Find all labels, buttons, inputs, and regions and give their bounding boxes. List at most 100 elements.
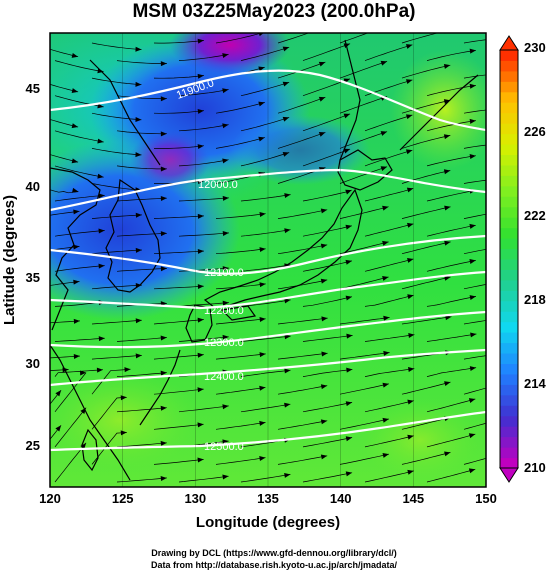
- colorbar-cell: [500, 196, 518, 208]
- wind-arrow: [407, 258, 414, 263]
- wind-arrow: [469, 223, 476, 229]
- colorbar-cell: [500, 185, 518, 197]
- wind-arrow: [135, 247, 142, 253]
- streamline: [277, 455, 328, 465]
- streamline: [401, 99, 451, 114]
- streamline: [426, 333, 477, 342]
- streamline: [50, 210, 80, 216]
- streamline: [240, 46, 290, 61]
- streamline: [426, 224, 476, 237]
- wind-arrow: [222, 88, 229, 94]
- wind-arrow: [318, 132, 326, 137]
- wind-arrow: [284, 298, 291, 304]
- streamline: [463, 144, 486, 149]
- wind-arrow: [469, 366, 477, 372]
- wind-arrow: [444, 451, 451, 457]
- wind-arrow: [382, 240, 389, 246]
- streamline: [54, 369, 104, 377]
- wind-arrow: [73, 353, 80, 359]
- map-title: MSM 03Z25May2023 (200.0hPa): [132, 1, 416, 22]
- streamline: [215, 33, 263, 44]
- wind-arrow: [405, 114, 413, 120]
- wind-arrow: [321, 316, 328, 322]
- wind-arrow: [282, 151, 290, 157]
- wind-arrow: [160, 266, 167, 272]
- streamline: [426, 398, 476, 413]
- wind-arrow: [97, 103, 104, 109]
- wind-arrow: [197, 108, 204, 114]
- colorbar-label: 222: [524, 208, 546, 223]
- y-tick-label: 35: [26, 270, 40, 285]
- wind-arrow: [284, 334, 291, 340]
- wind-arrow: [135, 46, 142, 52]
- streamline: [153, 285, 204, 290]
- streamline: [364, 223, 414, 237]
- wind-arrow: [135, 212, 142, 218]
- wind-arrow: [443, 63, 451, 69]
- streamline: [116, 60, 167, 64]
- streamline: [91, 214, 142, 219]
- wind-arrow: [160, 440, 167, 446]
- wind-arrow: [407, 222, 414, 228]
- streamline: [91, 77, 142, 86]
- streamline: [240, 474, 291, 483]
- streamline: [54, 265, 105, 272]
- wind-arrow: [259, 211, 266, 217]
- streamline: [91, 249, 142, 255]
- streamline: [339, 241, 389, 255]
- wind-arrow: [197, 248, 204, 254]
- streamline: [50, 369, 69, 371]
- colorbar-max-arrow: [499, 35, 519, 51]
- streamline: [426, 120, 476, 132]
- wind-arrow: [407, 294, 414, 300]
- wind-arrow: [197, 422, 204, 428]
- x-tick-label: 145: [402, 491, 424, 506]
- streamline: [54, 230, 105, 237]
- wind-arrow: [530, 432, 536, 437]
- streamline: [302, 368, 353, 377]
- wind-arrow: [97, 138, 104, 144]
- streamline: [116, 268, 167, 272]
- streamline: [91, 112, 142, 121]
- wind-arrow: [197, 284, 204, 290]
- wind-arrow: [197, 387, 204, 393]
- streamline: [91, 148, 142, 156]
- wind-arrow: [380, 166, 388, 171]
- wind-arrow: [443, 169, 451, 175]
- wind-arrow: [135, 116, 142, 122]
- wind-arrow: [135, 318, 142, 324]
- streamline: [178, 405, 229, 413]
- wind-arrow: [120, 395, 127, 401]
- streamline: [240, 194, 291, 202]
- streamline: [91, 396, 127, 430]
- wind-arrow: [71, 88, 79, 93]
- streamline: [463, 109, 486, 114]
- wind-arrow: [259, 247, 266, 253]
- x-tick-label: 125: [112, 491, 134, 506]
- wind-arrow: [319, 27, 325, 32]
- colorbar-scale: [500, 50, 518, 469]
- streamline: [54, 165, 104, 178]
- wind-arrow: [380, 131, 388, 136]
- streamline: [339, 383, 389, 395]
- wind-arrow: [79, 370, 87, 376]
- streamline: [178, 302, 229, 307]
- streamline: [364, 368, 415, 377]
- colorbar-label: 218: [524, 292, 546, 307]
- wind-arrow: [55, 390, 62, 397]
- streamline: [339, 60, 388, 79]
- streamline: [401, 206, 451, 219]
- streamline: [426, 367, 477, 377]
- streamline: [153, 75, 204, 79]
- plot-frame: [49, 32, 487, 488]
- streamline: [240, 299, 291, 307]
- streamline: [116, 372, 167, 377]
- wind-arrow: [345, 224, 352, 230]
- streamline: [215, 422, 266, 430]
- colorbar-cell: [500, 248, 518, 260]
- wind-arrow: [135, 353, 142, 359]
- colorbar-cell: [500, 112, 518, 124]
- colorbar-cell: [500, 290, 518, 302]
- wind-arrow: [468, 468, 476, 474]
- streamline: [178, 267, 229, 272]
